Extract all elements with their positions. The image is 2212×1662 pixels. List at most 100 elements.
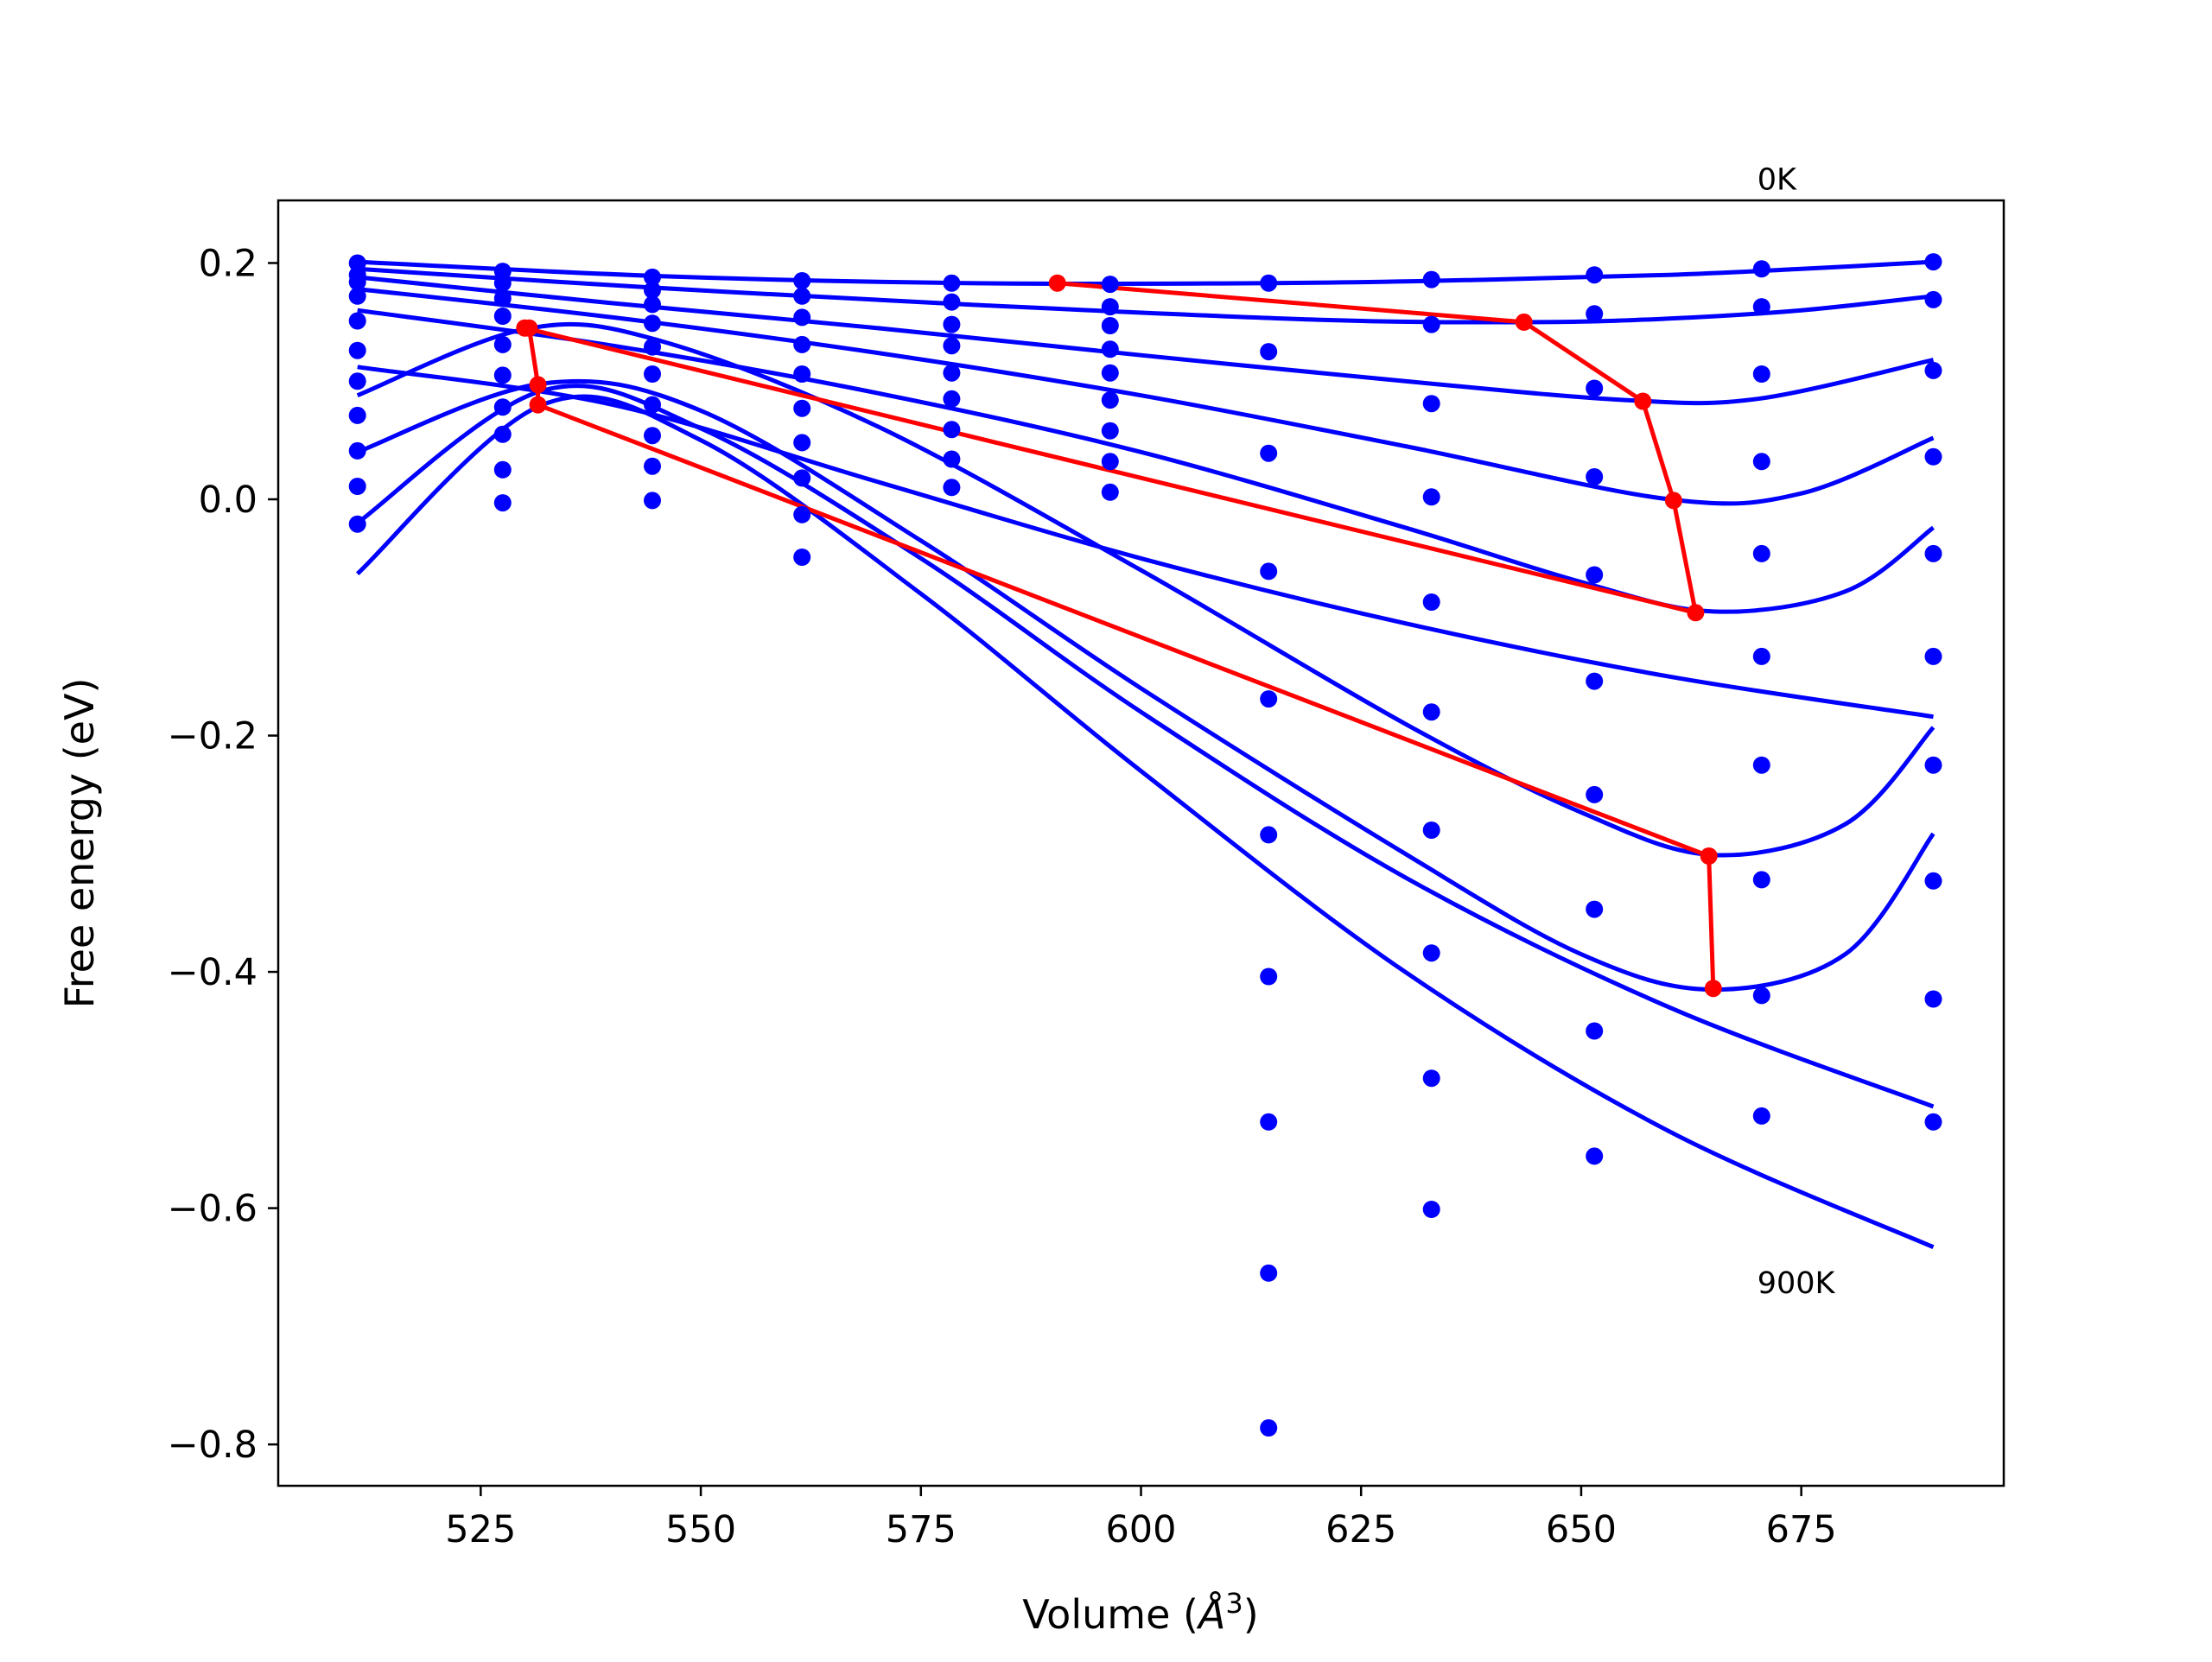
data-point bbox=[644, 281, 661, 299]
annotation-label: 0K bbox=[1758, 163, 1797, 198]
data-point bbox=[943, 337, 961, 355]
data-point bbox=[493, 308, 512, 325]
data-point bbox=[1752, 298, 1770, 316]
data-points bbox=[348, 253, 1942, 1437]
annotation-label: 900K bbox=[1758, 1266, 1836, 1301]
minimum-point bbox=[529, 396, 547, 414]
data-point bbox=[1260, 562, 1278, 580]
data-point bbox=[644, 457, 661, 475]
fit-curve-3 bbox=[357, 287, 1935, 506]
data-point bbox=[1260, 690, 1278, 708]
x-tick-label: 600 bbox=[1105, 1508, 1176, 1551]
data-point bbox=[1586, 900, 1604, 918]
minimum-point bbox=[1515, 313, 1533, 331]
y-tick-label: 0.2 bbox=[199, 242, 257, 285]
data-point bbox=[1752, 647, 1770, 665]
data-point bbox=[793, 365, 811, 383]
data-point bbox=[1586, 566, 1604, 584]
x-tick-label: 675 bbox=[1766, 1508, 1837, 1551]
minimum-point bbox=[1704, 980, 1722, 998]
y-tick-label: −0.6 bbox=[168, 1188, 257, 1231]
x-axis-label: Volume (Å3) bbox=[1022, 1587, 1258, 1638]
data-point bbox=[1260, 1113, 1278, 1131]
data-point bbox=[644, 314, 661, 333]
data-point bbox=[1101, 276, 1119, 294]
y-axis: 0.2 0.0 −0.2 −0.4 −0.6 −0.8 bbox=[168, 242, 278, 1467]
data-point bbox=[1422, 944, 1440, 962]
data-point bbox=[1260, 1419, 1278, 1437]
x-tick-label: 550 bbox=[665, 1508, 736, 1551]
data-point bbox=[1752, 986, 1770, 1005]
data-point bbox=[1924, 1113, 1942, 1131]
data-point bbox=[348, 287, 366, 305]
minimum-point bbox=[1664, 492, 1682, 510]
minimum-point bbox=[1687, 604, 1705, 622]
data-point bbox=[1752, 871, 1770, 889]
data-point bbox=[943, 364, 961, 382]
data-point bbox=[644, 338, 661, 356]
fit-curve-5 bbox=[357, 365, 1934, 720]
data-point bbox=[348, 254, 366, 272]
data-point bbox=[1422, 593, 1440, 611]
data-point bbox=[943, 390, 961, 408]
data-point bbox=[348, 341, 366, 359]
data-point bbox=[1924, 756, 1942, 774]
data-point bbox=[1924, 447, 1942, 466]
data-point bbox=[943, 450, 961, 468]
data-point bbox=[1422, 270, 1440, 289]
data-point bbox=[1101, 317, 1119, 334]
data-point bbox=[1752, 756, 1770, 774]
data-point bbox=[1924, 872, 1942, 890]
data-point bbox=[493, 494, 512, 512]
data-point bbox=[493, 274, 512, 292]
data-point bbox=[1924, 647, 1942, 665]
fit-curve-2 bbox=[357, 275, 1935, 406]
data-point bbox=[943, 274, 961, 292]
data-point bbox=[943, 479, 961, 497]
data-point bbox=[793, 434, 811, 452]
minimum-point bbox=[1700, 847, 1718, 865]
data-point bbox=[1586, 1022, 1604, 1040]
y-tick-label: 0.0 bbox=[199, 479, 257, 522]
data-point bbox=[793, 549, 811, 566]
data-point bbox=[1586, 672, 1604, 690]
x-tick-label: 625 bbox=[1325, 1508, 1396, 1551]
x-tick-label: 525 bbox=[445, 1508, 516, 1551]
data-point bbox=[1101, 483, 1119, 501]
y-tick-label: −0.8 bbox=[168, 1424, 257, 1467]
data-point bbox=[348, 312, 366, 330]
data-point bbox=[1752, 453, 1770, 471]
x-axis: 525 550 575 600 625 650 675 bbox=[445, 1486, 1837, 1551]
y-axis-label: Free energy (eV) bbox=[56, 678, 103, 1009]
data-point bbox=[493, 398, 512, 416]
data-point bbox=[1422, 703, 1440, 721]
y-tick-label: −0.2 bbox=[168, 715, 257, 758]
data-point bbox=[1924, 544, 1942, 562]
data-point bbox=[1924, 253, 1942, 271]
data-point bbox=[644, 365, 661, 383]
x-tick-label: 575 bbox=[886, 1508, 957, 1551]
data-point bbox=[793, 272, 811, 289]
data-point bbox=[1752, 1107, 1770, 1125]
data-point bbox=[793, 505, 811, 523]
data-point bbox=[1260, 967, 1278, 986]
data-point bbox=[1752, 260, 1770, 278]
data-point bbox=[1422, 1201, 1440, 1218]
data-point bbox=[348, 406, 366, 424]
data-point bbox=[644, 492, 661, 510]
data-point bbox=[1260, 444, 1278, 462]
data-point bbox=[493, 366, 512, 384]
data-point bbox=[793, 287, 811, 305]
x-axis-label-suffix: ) bbox=[1243, 1591, 1259, 1638]
fit-curve-6 bbox=[356, 321, 1936, 858]
minimum-point bbox=[1634, 392, 1652, 410]
data-point bbox=[1422, 395, 1440, 413]
data-point bbox=[793, 308, 811, 327]
data-point bbox=[793, 335, 811, 353]
data-point bbox=[1586, 266, 1604, 284]
data-point bbox=[1586, 305, 1604, 323]
data-point bbox=[348, 273, 366, 291]
x-axis-label-prefix: Volume ( bbox=[1022, 1591, 1198, 1638]
